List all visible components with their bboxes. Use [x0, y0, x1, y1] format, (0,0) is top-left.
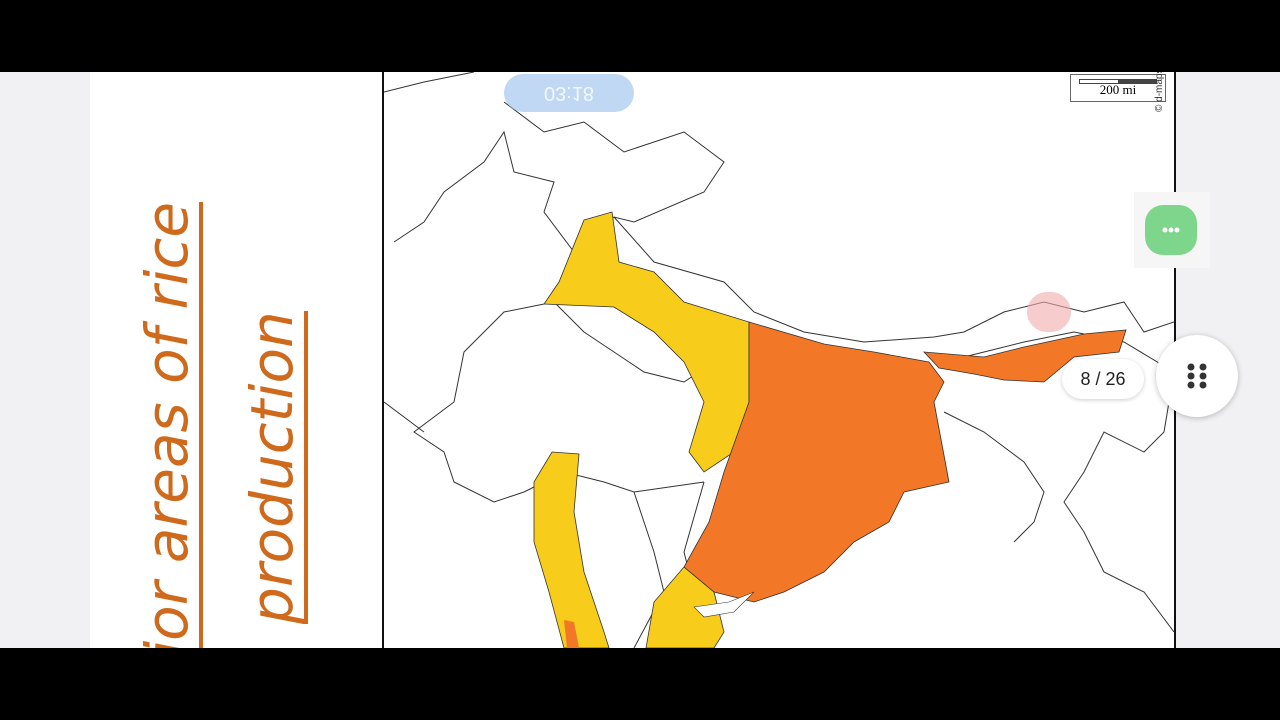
rice-region-primary: [922, 329, 1127, 383]
more-icon: [1162, 227, 1180, 233]
timer-badge: 03:18: [504, 74, 634, 112]
menu-container: [1134, 192, 1210, 268]
slide-text-panel: jor areas of rice production: [90, 72, 382, 648]
rice-map: [384, 72, 1174, 648]
rice-region-primary: [564, 620, 579, 648]
rice-region-primary: [683, 321, 950, 603]
floating-badge: [1027, 292, 1071, 332]
rice-region-secondary: [543, 211, 750, 473]
map-scale: 200 mi: [1070, 74, 1166, 102]
map-panel: 200 mi © d-maps: [382, 72, 1176, 648]
slide-title: production: [238, 311, 308, 624]
page-indicator[interactable]: 8 / 26: [1062, 359, 1144, 399]
slide-title: jor areas of rice: [133, 201, 203, 648]
more-button[interactable]: [1145, 205, 1197, 255]
presentation-viewer: jor areas of rice production 200 mi © d-…: [0, 72, 1280, 648]
scale-label: 200 mi: [1099, 82, 1137, 97]
borders: [384, 72, 1174, 648]
letterbox-top: [0, 0, 1280, 72]
grid-button[interactable]: [1156, 335, 1238, 417]
map-credit: © d-maps: [1154, 72, 1165, 112]
grid-icon: [1187, 363, 1207, 389]
letterbox-bottom: [0, 648, 1280, 720]
rice-region-secondary: [533, 451, 610, 648]
lake: [693, 591, 755, 618]
